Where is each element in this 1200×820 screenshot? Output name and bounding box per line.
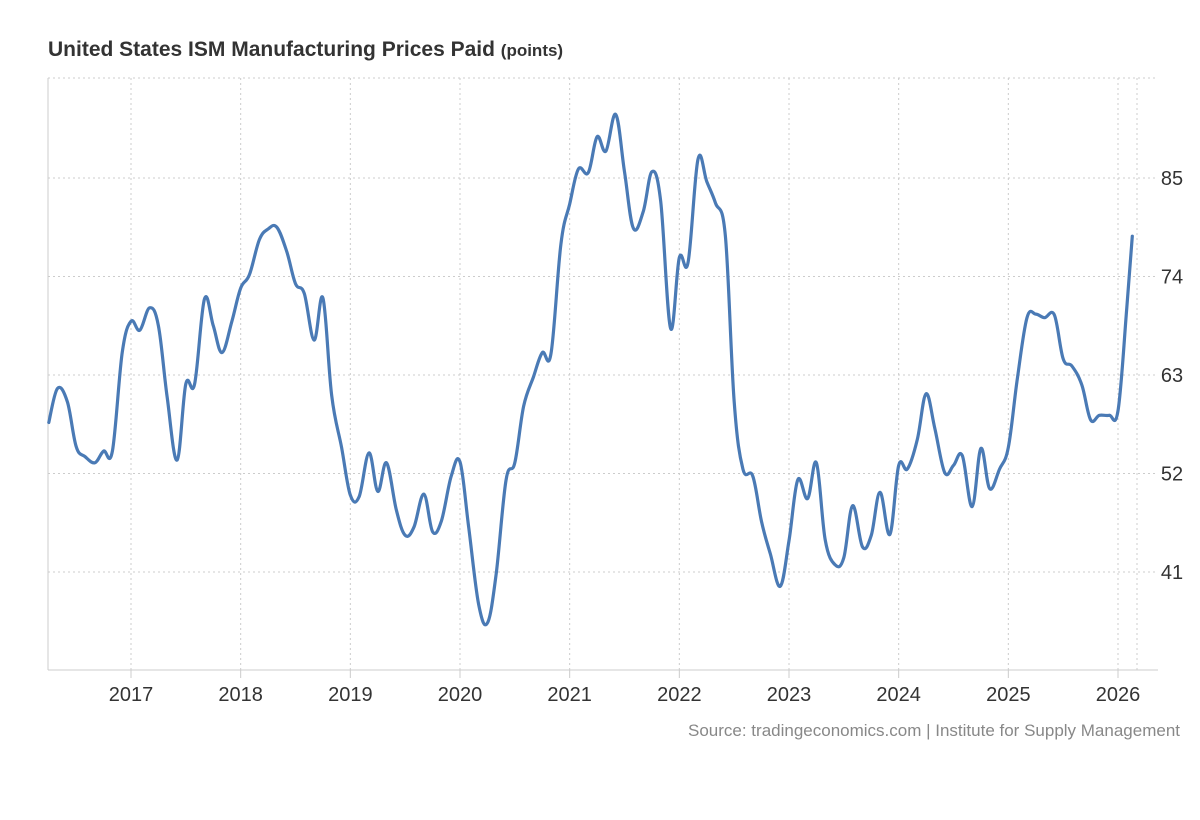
y-tick-label: 74: [1161, 267, 1183, 289]
x-tick-label: 2017: [109, 684, 154, 706]
y-tick-label: 63: [1161, 365, 1183, 387]
x-tick-label: 2019: [328, 684, 373, 706]
chart-title: United States ISM Manufacturing Prices P…: [48, 38, 563, 62]
x-tick-label: 2023: [767, 684, 812, 706]
source-note: Source: tradingeconomics.com | Institute…: [688, 721, 1180, 740]
tick-labels: 41 52 63 74 85 2017 2018 2019 2020 2021 2022 2023 20…: [109, 168, 1183, 706]
y-tick-label: 41: [1161, 562, 1183, 584]
chart-title-text: United States ISM Manufacturing Prices P…: [48, 38, 495, 61]
x-tick-label: 2025: [986, 684, 1031, 706]
series-line: [47, 112, 1134, 627]
x-tick-label: 2018: [218, 684, 263, 706]
series-layer: [47, 112, 1134, 627]
x-tick-label: 2022: [657, 684, 702, 706]
y-tick-label: 52: [1161, 464, 1183, 486]
x-tick-label: 2021: [547, 684, 592, 706]
grid-lines: [48, 77, 1158, 670]
axes: [47, 78, 1158, 678]
x-tick-label: 2020: [438, 684, 483, 706]
y-tick-label: 85: [1161, 168, 1183, 190]
chart-unit: (points): [500, 41, 564, 60]
x-tick-label: 2024: [876, 684, 921, 706]
x-tick-label: 2026: [1096, 684, 1141, 706]
